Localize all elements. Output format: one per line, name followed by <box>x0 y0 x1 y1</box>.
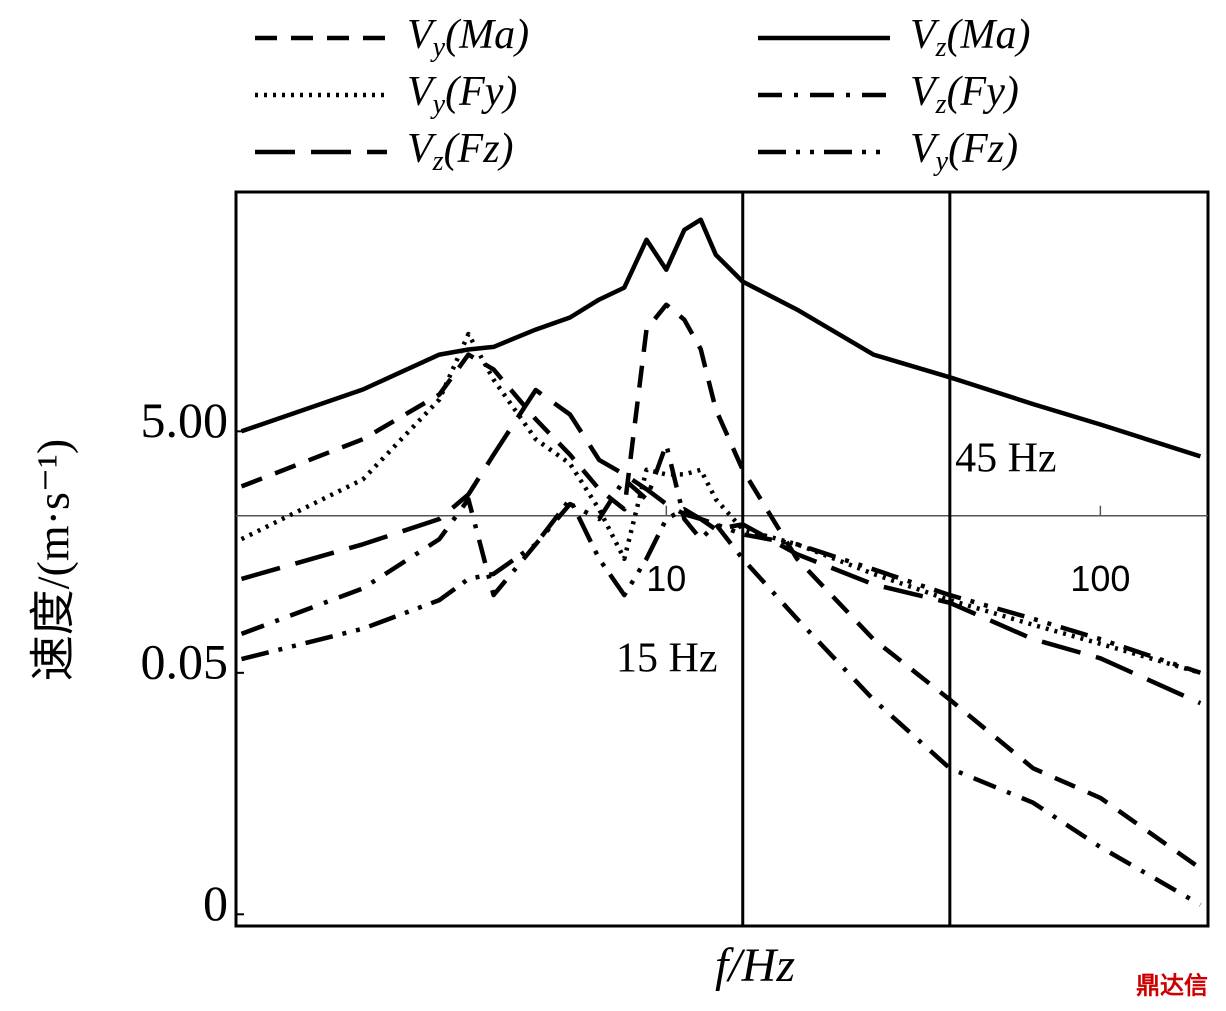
x-axis-label: f/Hz <box>715 939 795 992</box>
series-line <box>240 496 1202 675</box>
annotation: 15 Hz <box>616 636 717 682</box>
series-line <box>240 331 1202 675</box>
legend-label: Vz(Fy) <box>910 69 1019 121</box>
annotation: 45 Hz <box>955 436 1056 482</box>
legend-label: Vz(Ma) <box>910 12 1031 64</box>
series-line <box>240 442 1202 907</box>
plot-frame <box>234 190 1210 928</box>
legend-label: Vy(Fz) <box>910 126 1018 178</box>
watermark: 鼎达信 <box>1136 972 1208 1000</box>
y-tick-label: 5.00 <box>141 392 229 448</box>
y-tick-label: 0.05 <box>141 633 229 689</box>
x-tick-label: 10 <box>646 558 686 599</box>
legend-label: Vy(Fy) <box>407 69 517 121</box>
series-line <box>240 302 1202 871</box>
x-tick-label: 100 <box>1070 558 1130 599</box>
legend-label: Vz(Fz) <box>407 126 514 178</box>
legend-label: Vy(Ma) <box>407 12 529 64</box>
plot-lines <box>240 217 1202 907</box>
y-axis-label: 速度/(m·s⁻¹) <box>28 439 79 682</box>
series-line <box>240 387 1202 706</box>
y-tick-label: 0 <box>203 875 228 931</box>
